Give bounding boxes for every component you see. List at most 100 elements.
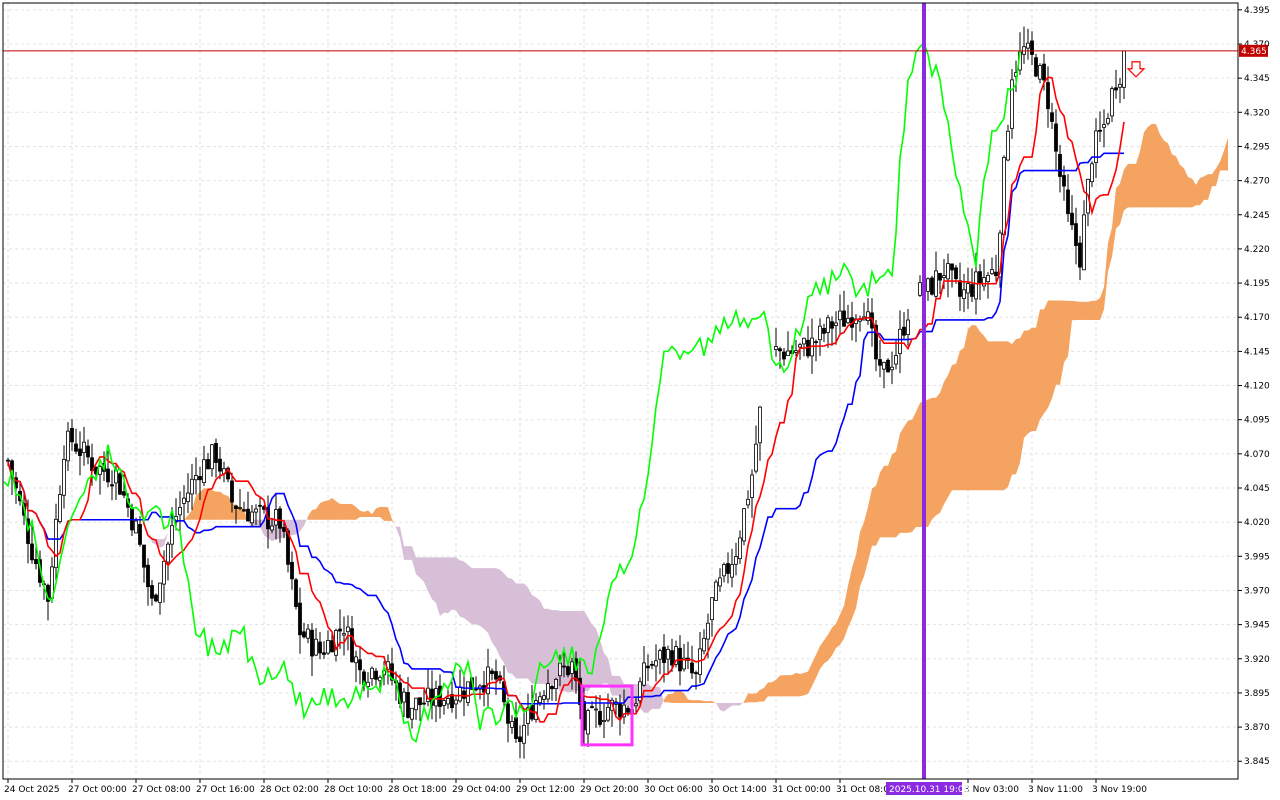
y-tick-label: 3.870 [1244,723,1270,733]
y-tick-label: 3.895 [1244,689,1270,699]
cloud-segment [196,491,200,520]
cloud-segment [408,546,412,560]
cloud-segment [908,419,912,533]
cloud-segment [736,702,740,706]
candle-body [142,544,146,568]
cloud-segment [1220,150,1224,171]
cloud-segment [816,646,820,678]
cloud-segment [596,628,600,686]
cloud-segment [796,672,800,697]
cloud-segment [824,634,828,664]
y-tick-label: 4.120 [1244,382,1270,392]
cloud-segment [440,557,444,616]
candle-body [238,507,242,509]
cloud-segment [432,557,436,604]
candle-body [590,706,594,709]
cloud-segment [852,555,856,619]
candle-body [1070,212,1074,226]
x-tick-label: 3 Nov 11:00 [1028,785,1083,795]
candle-body [326,640,330,654]
candle-body [430,688,434,706]
overlay [3,3,1238,779]
x-tick-label: 29 Oct 20:00 [580,785,639,795]
cloud-segment [340,503,344,520]
cloud-segment [316,503,320,520]
cloud-segment [604,653,608,684]
cloud-segment [700,700,704,703]
cloud-segment [864,506,868,577]
cloud-segment [1088,300,1092,320]
candle-body [1114,87,1118,91]
candle-body [462,690,466,699]
cloud-segment [492,568,496,649]
cloud-segment [756,689,760,703]
cloud-segment [1032,327,1036,431]
cloud-segment [404,546,408,560]
candle-body [722,564,726,577]
cloud-segment [420,557,424,582]
cloud-segment [692,700,696,703]
cloud-segment [848,567,852,628]
cloud-segment [1108,227,1112,272]
y-tick-label: 4.070 [1244,450,1270,460]
cloud-segment [812,654,816,687]
candle-body [246,508,250,522]
candle-body [1110,88,1114,117]
candle-body [62,458,66,496]
cloud-segment [1004,341,1008,491]
candle-body [34,559,38,565]
cloud-segment [336,501,340,520]
cloud-segment [892,451,896,538]
candle-body [290,561,294,580]
candle-body [874,324,878,360]
cloud-segment [1196,178,1200,206]
candle-body [970,284,974,297]
y-tick-label: 4.095 [1244,416,1270,426]
candle-body [518,736,522,742]
cloud-segment [464,561,468,622]
candle-body [894,355,898,365]
cloud-segment [1060,300,1064,385]
cloud-segment [760,687,764,702]
candle-body [986,274,990,283]
candle-body [938,272,942,281]
candle-body [1030,40,1034,55]
candle-body [690,662,694,674]
cloud-segment [1084,301,1088,320]
candle-body [6,459,10,462]
cloud-segment [472,568,476,625]
candle-body [270,525,274,531]
cloud-segment [828,627,832,661]
cloud-segment [740,701,744,706]
y-tick-label: 3.920 [1244,655,1270,665]
candle-body [322,652,326,655]
candle-body [490,670,494,675]
candle-body [358,659,362,671]
cloud-segment [988,341,992,491]
x-tick-label: 27 Oct 00:00 [68,785,127,795]
x-tick-label: 31 Oct 00:00 [772,785,831,795]
x-tick-label: 30 Oct 14:00 [708,785,767,795]
candle-body [562,665,566,668]
cloud-segment [1168,143,1172,208]
cloud-segment [680,690,684,703]
cloud-segment [912,411,916,533]
candle-body [642,662,646,686]
cloud-segment [952,363,956,491]
cloud-segment [164,532,168,546]
candle-body [330,640,334,653]
candle-body [786,350,790,357]
cloud-segment [1136,151,1140,208]
candle-body [194,475,198,481]
candle-body [198,476,202,481]
candle-body [1034,57,1038,77]
y-tick-label: 4.395 [1244,6,1270,16]
cloud-segment [1036,309,1040,431]
cloud-segment [188,509,192,520]
candle-body [314,638,318,656]
candle-body [990,269,994,275]
candle-body [494,671,498,680]
y-tick-label: 4.020 [1244,518,1270,528]
candle-body [218,458,222,472]
